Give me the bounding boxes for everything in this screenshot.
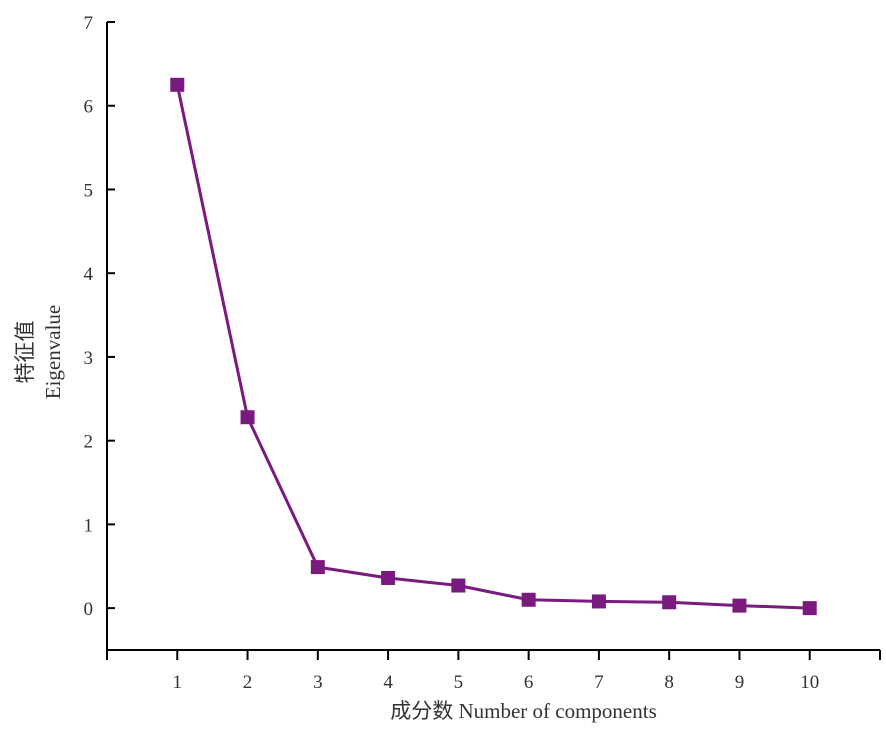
y-tick-label: 3 (84, 348, 94, 369)
x-tick-label: 7 (594, 672, 604, 693)
y-tick-label: 4 (84, 264, 94, 285)
data-point-marker (451, 578, 466, 593)
x-tick-label: 10 (800, 672, 819, 693)
y-tick-label: 5 (84, 180, 94, 201)
y-tick-label: 2 (84, 432, 94, 453)
x-tick-label: 4 (383, 672, 393, 693)
x-axis-title: 成分数 Number of components (390, 699, 657, 723)
x-ticks: 1 2 3 4 5 6 7 8 9 10 (106, 650, 881, 693)
data-point-marker (521, 592, 536, 607)
data-point-marker (310, 560, 325, 575)
y-tick-label: 0 (84, 599, 94, 620)
y-axis-title-english: Eigenvalue (41, 305, 65, 399)
y-axis-title: 特征值 Eigenvalue (13, 305, 65, 399)
data-point-marker (662, 595, 677, 610)
x-tick-label: 5 (454, 672, 464, 693)
y-tick-label: 1 (84, 515, 94, 536)
data-point-marker (170, 77, 185, 92)
x-tick-label: 2 (243, 672, 253, 693)
x-tick-label: 8 (664, 672, 674, 693)
data-point-marker (240, 410, 255, 425)
y-axis-title-chinese: 特征值 (13, 321, 37, 384)
data-point-marker (381, 570, 396, 585)
y-tick-label: 7 (84, 13, 94, 34)
series-line (175, 84, 810, 610)
x-tick-label: 9 (735, 672, 745, 693)
x-tick-label: 3 (313, 672, 323, 693)
y-ticks: 0 1 2 3 4 5 6 7 (84, 13, 115, 620)
x-tick-label: 1 (173, 672, 183, 693)
y-tick-label: 6 (84, 97, 94, 118)
data-point-marker (732, 598, 747, 613)
x-tick-label: 6 (524, 672, 534, 693)
data-point-marker (591, 594, 606, 609)
data-point-marker (802, 601, 817, 616)
eigenvalue-series (170, 77, 817, 616)
